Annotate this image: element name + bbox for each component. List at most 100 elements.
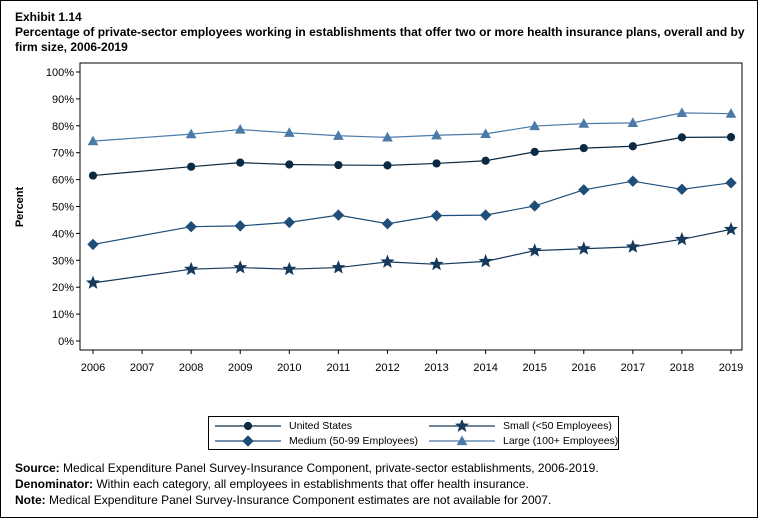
series-medium [87,175,737,251]
plot-area-border [79,62,743,351]
x-tick-label: 2006 [81,362,105,374]
data-point-united-states [187,162,196,171]
data-point-large [185,128,197,139]
chart-notes: Source: Medical Expenditure Panel Survey… [15,460,750,508]
y-tick-label: 100% [46,67,74,79]
denominator-text: Within each category, all employees in e… [96,477,529,491]
note-label: Note: [15,493,46,507]
data-point-small [723,222,739,236]
data-point-medium [381,218,394,230]
data-point-small [184,261,199,276]
x-tick-label: 2014 [473,362,497,374]
data-point-small [625,239,640,253]
legend-swatch-small [429,419,495,432]
legend-marker [243,421,253,430]
legend-item-small: Small (<50 Employees) [427,418,612,433]
legend-swatch-large [429,434,495,445]
y-tick-label: 10% [52,309,74,321]
data-point-medium [627,175,639,187]
availability-note: Note: Medical Expenditure Panel Survey-I… [15,492,750,508]
data-point-small [429,256,444,271]
data-point-small [331,260,346,274]
x-tick-label: 2010 [277,362,301,374]
line-chart: 0% 10% 20% 30% 40% 50% 60% 70% 80% 90% 100% 2006 200… [14,62,743,374]
data-point-medium [87,238,99,251]
data-point-united-states [677,133,687,142]
legend-swatch-medium [215,434,281,447]
data-point-medium [479,209,492,221]
y-tick-label: 20% [52,282,74,294]
x-tick-label: 2013 [424,362,448,374]
data-point-united-states [530,147,539,156]
data-point-large [725,108,737,118]
y-tick-label: 90% [52,94,74,106]
legend-item-large: Large (100+ Employees) [427,433,618,448]
data-point-large [382,131,393,142]
denominator-label: Denominator: [15,477,93,491]
data-point-medium [578,184,590,196]
data-point-medium [676,183,688,195]
data-point-united-states [383,161,392,170]
data-point-large [627,117,639,127]
x-tick-label: 2007 [130,362,154,374]
data-point-united-states [236,158,245,167]
data-point-large [676,107,688,117]
data-point-medium [528,200,541,212]
x-tick-label: 2009 [228,362,252,374]
x-tick-label: 2018 [670,362,694,374]
y-tick-label: 60% [52,175,74,187]
series-united-states [88,132,736,180]
legend-label-united-states: United States [289,419,353,432]
legend-label-medium: Medium (50-99 Employees) [289,434,418,447]
legend-item-united-states: United States [213,418,352,433]
data-point-small [527,243,542,257]
data-point-small [85,275,101,289]
y-tick-label: 50% [52,202,74,214]
legend-swatch-united-states [215,421,281,430]
data-point-medium [185,220,197,233]
data-point-small [380,254,395,268]
series-small [85,222,739,289]
chart-legend: United States Small (<50 Employees) Medi… [208,416,619,450]
y-axis-label: Percent [14,186,26,227]
data-point-medium [725,177,737,189]
x-tick-label: 2011 [327,362,351,374]
data-point-medium [332,209,345,221]
data-point-large [431,129,442,140]
series-large [87,107,737,146]
source-label: Source: [15,461,60,475]
note-text: Medical Expenditure Panel Survey-Insuran… [49,493,552,507]
data-point-medium [234,220,246,232]
legend-marker [242,434,254,447]
data-point-united-states [88,171,98,180]
y-tick-label: 70% [52,148,74,160]
data-point-large [529,120,541,131]
x-tick-label: 2015 [522,362,546,374]
legend-item-medium: Medium (50-99 Employees) [213,433,418,448]
legend-label-small: Small (<50 Employees) [503,419,612,432]
x-tick-label: 2019 [719,362,743,374]
y-tick-label: 30% [52,255,74,267]
data-point-united-states [481,156,490,165]
data-point-large [87,135,99,146]
x-tick-label: 2008 [179,362,203,374]
x-tick-label: 2017 [621,362,645,374]
data-point-medium [283,216,296,229]
legend-marker [456,434,468,445]
data-point-large [283,127,295,137]
source-note: Source: Medical Expenditure Panel Survey… [15,460,750,476]
data-point-united-states [726,132,736,142]
exhibit-number: Exhibit 1.14 [15,10,82,24]
data-point-united-states [628,142,637,151]
data-point-large [234,124,246,134]
data-point-large [480,128,491,138]
denominator-note: Denominator: Within each category, all e… [15,476,750,492]
data-point-small [478,254,493,268]
y-tick-label: 40% [52,228,74,240]
series-line-medium [92,180,732,246]
data-point-united-states [334,160,343,170]
data-point-united-states [432,159,441,168]
y-tick-label: 80% [52,121,74,133]
data-point-small [674,231,689,246]
data-point-small [282,261,297,276]
